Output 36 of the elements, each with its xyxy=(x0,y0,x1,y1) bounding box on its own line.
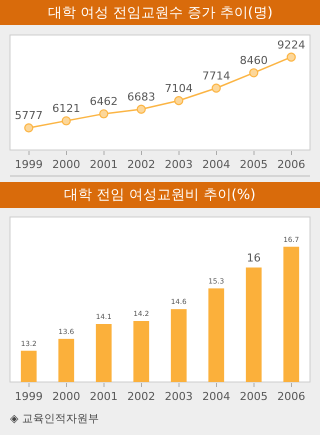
x-tick-label: 2002 xyxy=(127,390,156,404)
data-label: 16 xyxy=(246,252,261,265)
x-tick-label: 2003 xyxy=(164,390,193,404)
data-label: 6121 xyxy=(52,102,80,116)
point xyxy=(99,109,108,118)
x-tick-label: 1999 xyxy=(14,158,43,172)
data-label: 9224 xyxy=(277,38,306,52)
point xyxy=(174,96,184,106)
x-tick-label: 2001 xyxy=(90,158,118,172)
point xyxy=(286,52,296,62)
text: ◈ 교육인적자원부 xyxy=(10,412,99,425)
x-tick-label: 2000 xyxy=(52,158,80,172)
x-tick-label: 2004 xyxy=(202,158,230,172)
x-tick-label: 2002 xyxy=(127,158,156,172)
x-tick-label: 2005 xyxy=(240,390,268,404)
data-label: 7104 xyxy=(164,82,193,95)
point xyxy=(249,68,258,78)
x-tick-label: 1999 xyxy=(14,390,43,404)
chart-title: 대학 전임 여성교원비 추이(%) xyxy=(64,187,256,203)
data-label: 6462 xyxy=(90,95,118,108)
point xyxy=(136,104,146,114)
x-tick-label: 2005 xyxy=(240,158,268,172)
point xyxy=(24,123,34,132)
data-label: 6683 xyxy=(127,90,156,104)
x-tick-label: 2000 xyxy=(52,390,80,404)
data-label: 5777 xyxy=(14,109,43,122)
x-tick-label: 2003 xyxy=(164,158,193,172)
x-tick-label: 2004 xyxy=(202,390,230,404)
data-label: 7714 xyxy=(202,69,230,82)
point xyxy=(62,116,71,126)
data-label: 8460 xyxy=(240,54,268,68)
chart-title: 대학 여성 전임교원수 증가 추이(명) xyxy=(48,5,273,21)
x-tick-label: 2001 xyxy=(90,390,118,404)
x-tick-label: 2006 xyxy=(277,390,306,404)
x-tick-label: 2006 xyxy=(277,158,306,172)
point xyxy=(212,84,221,93)
